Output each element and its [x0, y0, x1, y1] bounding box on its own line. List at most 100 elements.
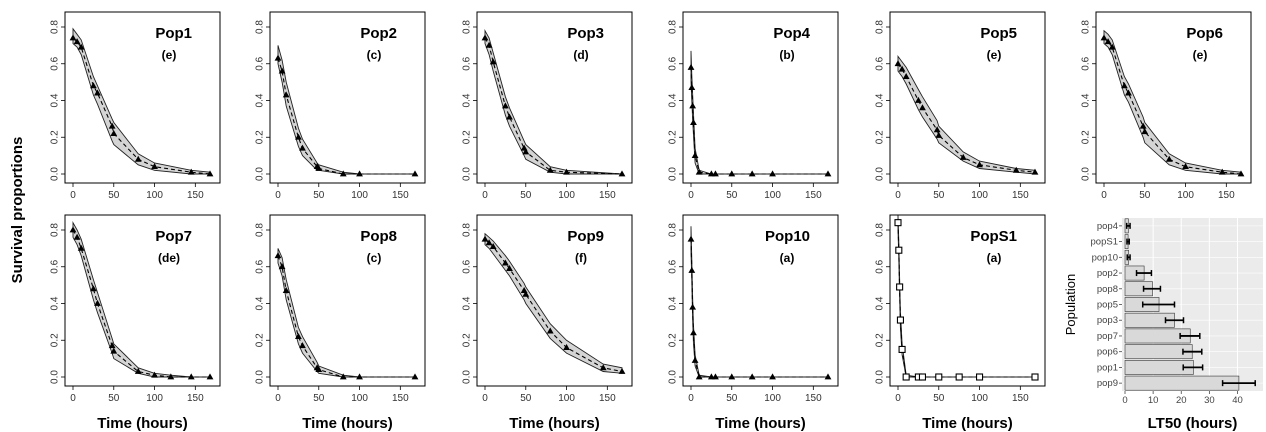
data-point [748, 373, 756, 380]
data-point [935, 131, 943, 138]
x-tick-label: 150 [599, 190, 616, 201]
group-label: (a) [987, 251, 1002, 265]
group-label: (e) [987, 48, 1002, 62]
data-point [1139, 122, 1147, 129]
data-point [1120, 82, 1128, 89]
data-point [955, 373, 963, 381]
group-label: (f) [575, 251, 587, 265]
x-tick-label: 40 [1232, 395, 1243, 406]
panel-title: PopS1 [970, 228, 1017, 245]
data-point [151, 371, 158, 378]
panel-title: Pop4 [773, 25, 810, 42]
y-tick-label: 0.2 [668, 333, 679, 347]
y-tick-label: 0.4 [1081, 93, 1092, 107]
x-tick-label: 100 [1177, 190, 1194, 201]
data-point [294, 332, 302, 339]
y-tick-label: 0.8 [255, 223, 266, 237]
ci-band [72, 27, 211, 175]
y-tick-label: 0.8 [462, 20, 473, 34]
data-point [894, 60, 902, 67]
category-label: pop10 [1092, 252, 1118, 263]
data-point [489, 58, 497, 65]
y-tick-label: 0.8 [462, 223, 473, 237]
x-tick-label: 100 [351, 393, 368, 404]
data-point [976, 161, 983, 168]
ci-band [277, 248, 415, 378]
x-tick-label: 0 [688, 190, 694, 201]
x-tick-label: 0 [688, 393, 694, 404]
panel-pop2: 0.0 0.2 0.4 0.6 0.8 0 50 100 150 Pop2 (c) [255, 11, 426, 201]
fitted-curve [690, 67, 828, 175]
data-point [689, 102, 697, 109]
panel-pop5: 0.0 0.2 0.4 0.6 0.8 0 50 100 150 Pop5 (e) [875, 11, 1046, 201]
data-point [728, 373, 736, 380]
data-point [69, 34, 77, 41]
y-tick-label: 0.0 [50, 167, 61, 181]
lt50-bar-panel: pop4popS1pop10pop2pop8pop5pop3pop7pop6po… [1063, 218, 1263, 432]
data-point [282, 287, 290, 294]
bar-pop6 [1124, 344, 1193, 360]
data-point [1182, 163, 1189, 170]
bar-y-axis-label: Population [1063, 274, 1078, 335]
x-tick-label: 100 [971, 190, 988, 201]
panel-title: Pop10 [765, 228, 810, 245]
data-point [896, 316, 904, 324]
y-tick-label: 0.0 [668, 370, 679, 384]
x-tick-label: 50 [313, 393, 325, 404]
panel-pop7: 0.0 0.2 0.4 0.6 0.8 0 50 100 150 Pop7 (de) Time (ho… [50, 214, 221, 432]
data-point [89, 285, 97, 292]
y-tick-label: 0.4 [50, 296, 61, 310]
group-label: (e) [162, 48, 177, 62]
x-tick-label: 50 [108, 190, 120, 201]
x-tick-label: 50 [726, 190, 738, 201]
x-tick-label: 50 [933, 190, 945, 201]
data-point [914, 96, 922, 103]
category-label: pop2 [1097, 268, 1118, 279]
plot-frame [269, 214, 426, 387]
data-point [902, 373, 910, 381]
y-tick-label: 0.6 [875, 56, 886, 70]
y-tick-label: 0.0 [875, 167, 886, 181]
data-point [546, 166, 554, 173]
bar-x-axis-label: LT50 (hours) [1148, 415, 1238, 432]
panel-title: Pop8 [360, 228, 397, 245]
data-point [689, 303, 697, 310]
fitted-curve [1103, 37, 1242, 175]
data-point [975, 373, 984, 381]
group-label: (c) [367, 251, 382, 265]
x-tick-label: 30 [1204, 395, 1215, 406]
data-point [618, 367, 626, 374]
panel-pop8: 0.0 0.2 0.4 0.6 0.8 0 50 100 150 Pop8 (c) Time (hou… [255, 214, 426, 432]
plot-frame [476, 214, 633, 387]
y-tick-label: 0.8 [668, 223, 679, 237]
data-point [506, 264, 513, 271]
y-tick-label: 0.0 [50, 370, 61, 384]
data-point [481, 34, 489, 41]
data-point [1141, 128, 1149, 135]
data-point [1108, 43, 1116, 50]
category-label: popS1 [1091, 237, 1118, 248]
panels-group: 0.00.20.40.60.80 50 100 150Pop1(e)0.00.20.4… [50, 11, 1252, 432]
panel-pop10: 0.0 0.2 0.4 0.6 0.8 0 50 100 150 Pop10 (a) Time (ho… [668, 214, 839, 432]
y-tick-label: 0.6 [50, 259, 61, 273]
ci-band [484, 232, 623, 374]
y-tick-label: 0.2 [462, 130, 473, 144]
data-point [339, 373, 347, 380]
data-point [1031, 168, 1039, 175]
x-tick-label: 50 [313, 190, 325, 201]
group-label: (d) [573, 48, 588, 62]
x-tick-label: 150 [805, 393, 822, 404]
x-tick-label: 0 [482, 393, 488, 404]
category-label: pop6 [1097, 347, 1118, 358]
x-axis-label: Time (hours) [302, 415, 393, 432]
y-tick-label: 0.8 [50, 20, 61, 34]
panel-title: Pop2 [360, 25, 397, 42]
x-tick-label: 0 [275, 190, 281, 201]
x-tick-label: 0 [482, 190, 488, 201]
bar-pop9 [1124, 375, 1240, 391]
data-point [73, 38, 81, 45]
category-label: pop8 [1097, 284, 1118, 295]
panel-title: Pop5 [980, 25, 1017, 42]
x-tick-label: 10 [1148, 395, 1159, 406]
data-point [824, 373, 832, 380]
